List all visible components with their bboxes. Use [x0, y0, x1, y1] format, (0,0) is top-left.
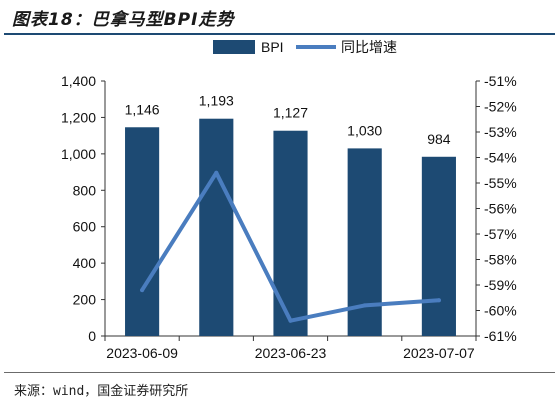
bpi-bar-label: 1,193	[199, 93, 234, 109]
legend-yoy-label: 同比增速	[341, 39, 397, 55]
left-axis-tick-label: 0	[88, 328, 96, 344]
right-axis-tick-label: -53%	[484, 124, 517, 140]
bpi-bar	[273, 130, 308, 336]
title-rule	[4, 33, 555, 35]
right-axis-tick-label: -56%	[484, 201, 517, 217]
left-axis-tick-label: 800	[73, 182, 97, 198]
left-axis-tick-label: 1,200	[61, 109, 96, 125]
left-axis-tick-label: 200	[73, 292, 97, 308]
left-axis-tick-label: 600	[73, 219, 97, 235]
x-axis-tick-label: 2023-06-09	[106, 345, 178, 361]
yoy-point	[214, 170, 219, 175]
line-series	[140, 170, 441, 323]
source-note: 来源：wind，国金证券研究所	[14, 384, 189, 399]
right-axis-tick-label: -54%	[484, 150, 517, 166]
bpi-bar-label: 1,146	[125, 101, 160, 117]
right-axis-tick-label: -58%	[484, 252, 517, 268]
bar-labels: 1,146 1,193 1,127 1,030 984	[125, 93, 451, 147]
legend-bpi-swatch	[213, 40, 255, 54]
x-axis-tick-label: 2023-07-07	[403, 345, 475, 361]
left-axis-tick-label: 1,000	[61, 146, 96, 162]
right-axis-tick-label: -57%	[484, 226, 517, 242]
right-axis-tick-label: -52%	[484, 99, 517, 115]
bpi-bar-label: 1,127	[273, 105, 308, 121]
legend-bpi-label: BPI	[261, 39, 284, 55]
right-axis-tick-label: -55%	[484, 175, 517, 191]
axes: 0 200 400 600 800 1,000 1,200 1,400 -61% -60% -59%…	[61, 73, 517, 361]
legend: BPI 同比增速	[213, 39, 397, 55]
left-axis-tick-label: 1,400	[61, 73, 96, 89]
yoy-point	[436, 298, 441, 303]
yoy-point	[362, 303, 367, 308]
right-axis-tick-label: -60%	[484, 303, 517, 319]
yoy-point	[288, 318, 293, 323]
bpi-bar	[421, 156, 456, 336]
bpi-bar-label: 1,030	[347, 122, 382, 138]
right-axis-tick-label: -59%	[484, 277, 517, 293]
x-axis-tick-label: 2023-06-23	[255, 345, 327, 361]
bpi-bar-label: 984	[427, 131, 451, 147]
left-axis-tick-label: 400	[73, 255, 97, 271]
yoy-point	[140, 288, 145, 293]
bpi-bar	[199, 118, 234, 336]
figure-title: 图表18：巴拿马型BPI走势	[12, 10, 235, 30]
bpi-bar	[125, 127, 160, 336]
right-axis-tick-label: -51%	[484, 73, 517, 89]
source-rule	[4, 372, 555, 373]
right-axis-tick-label: -61%	[484, 328, 517, 344]
